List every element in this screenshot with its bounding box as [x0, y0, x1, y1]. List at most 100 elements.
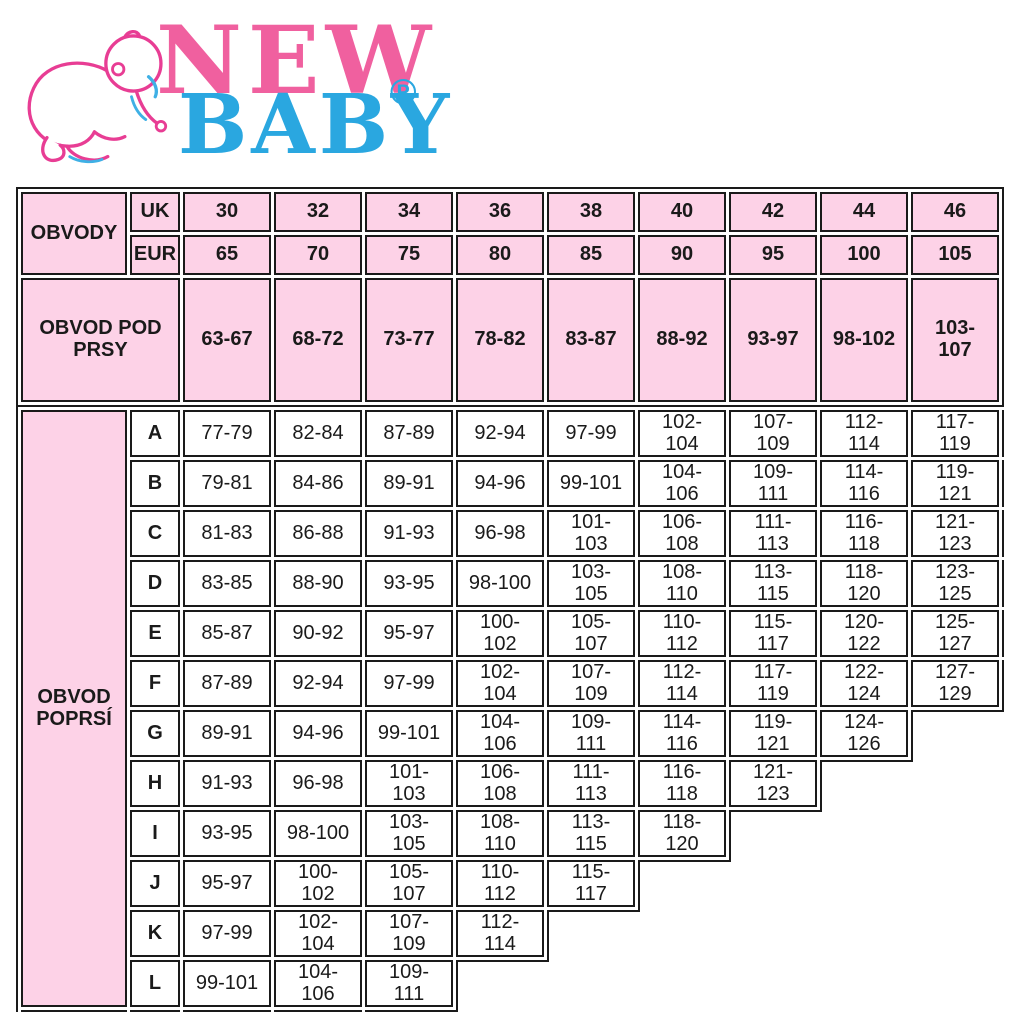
bust-range-cell: 87-89: [365, 410, 453, 457]
registered-trademark-icon: ®: [390, 71, 417, 112]
eur-label-cell: EUR: [130, 235, 180, 275]
bust-range-cell: 110-112: [638, 610, 726, 657]
baby-icon: [27, 30, 168, 164]
bust-range-cell: 114-116: [820, 460, 908, 507]
uk-size-cell: 40: [638, 192, 726, 232]
eur-size-cell: 95: [729, 235, 817, 275]
bust-range-cell: 94-96: [274, 710, 362, 757]
bust-range-cell: 118-120: [820, 560, 908, 607]
bust-range-cell: 84-86: [274, 460, 362, 507]
cup-letter-cell: G: [130, 710, 180, 757]
bust-range-cell: 101-103: [365, 760, 453, 807]
bust-range-cell: 114-116: [638, 710, 726, 757]
bust-range-cell: 98-100: [456, 560, 544, 607]
bust-range-cell: 99-101: [547, 460, 635, 507]
bust-range-cell: 92-94: [456, 410, 544, 457]
bust-range-cell: 99-101: [365, 710, 453, 757]
bust-range-cell: 115-117: [547, 860, 635, 907]
bust-range-cell: 113-115: [547, 810, 635, 857]
cup-letter-cell: I: [130, 810, 180, 857]
bust-range-cell: 91-93: [183, 760, 271, 807]
bust-range-cell: 113-115: [729, 560, 817, 607]
bust-range-cell: 104-106: [274, 960, 362, 1007]
underbust-range-cell: 98-102: [820, 278, 908, 402]
eur-size-cell: 90: [638, 235, 726, 275]
corner-obvody-cell: OBVODY: [21, 192, 127, 275]
brand-name-new: NEW: [156, 6, 438, 116]
cup-letter-cell: C: [130, 510, 180, 557]
eur-size-cell: 70: [274, 235, 362, 275]
bust-range-cell: 112-114: [638, 660, 726, 707]
bust-range-cell: 89-91: [183, 710, 271, 757]
bust-range-cell: 81-83: [183, 510, 271, 557]
bust-range-cell: 109-111: [547, 710, 635, 757]
bust-range-cell: 91-93: [365, 510, 453, 557]
bust-range-cell: 94-96: [456, 460, 544, 507]
bust-range-cell: 107-109: [729, 410, 817, 457]
brand-logo: NEW BABY ®: [0, 0, 1024, 187]
cup-letter-cell: J: [130, 860, 180, 907]
eur-size-cell: 65: [183, 235, 271, 275]
bust-range-cell: 96-98: [456, 510, 544, 557]
bust-range-cell: 101-103: [547, 510, 635, 557]
uk-size-cell: 34: [365, 192, 453, 232]
bust-range-cell: 102-104: [456, 660, 544, 707]
bust-range-cell: 120-122: [820, 610, 908, 657]
cup-letter-cell: D: [130, 560, 180, 607]
bust-range-cell: 125-127: [911, 610, 999, 657]
bust-range-cell: 92-94: [274, 660, 362, 707]
bust-range-cell: 121-123: [911, 510, 999, 557]
bust-range-cell: 106-108: [456, 760, 544, 807]
bust-range-cell: 104-106: [638, 460, 726, 507]
bust-range-cell: 106-108: [638, 510, 726, 557]
bust-range-cell: 117-119: [911, 410, 999, 457]
bust-range-cell: 115-117: [729, 610, 817, 657]
cup-letter-cell: H: [130, 760, 180, 807]
bust-range-cell: 110-112: [456, 860, 544, 907]
bust-range-cell: 111-113: [729, 510, 817, 557]
bust-range-cell: 112-114: [820, 410, 908, 457]
uk-size-cell: 44: [820, 192, 908, 232]
bust-range-cell: 77-79: [183, 410, 271, 457]
bust-range-cell: 123-125: [911, 560, 999, 607]
bust-range-cell: 98-100: [274, 810, 362, 857]
underbust-range-cell: 83-87: [547, 278, 635, 402]
size-table-header: OBVODY UK EUR 30 32 34 36 38 40 42 44 46 65 70 75 80 85 9…: [16, 187, 1004, 407]
bust-range-cell: 105-107: [365, 860, 453, 907]
cup-letter-cell: K: [130, 910, 180, 957]
bust-range-cell: 100-102: [274, 860, 362, 907]
bust-range-cell: 109-111: [729, 460, 817, 507]
size-table: OBVODY UK EUR 30 32 34 36 38 40 42 44 46 65 70 75 80 85 9…: [16, 187, 1004, 1012]
bust-range-cell: 124-126: [820, 710, 908, 757]
bust-range-cell: 122-124: [820, 660, 908, 707]
bust-range-cell: 97-99: [365, 660, 453, 707]
bust-range-cell: 95-97: [365, 610, 453, 657]
bust-range-cell: 121-123: [729, 760, 817, 807]
bust-range-cell: 97-99: [183, 910, 271, 957]
bust-range-cell: 89-91: [365, 460, 453, 507]
bust-range-cell: 118-120: [638, 810, 726, 857]
underbust-range-cell: 68-72: [274, 278, 362, 402]
bust-range-cell: 79-81: [183, 460, 271, 507]
bust-range-cell: 108-110: [638, 560, 726, 607]
eur-size-cell: 100: [820, 235, 908, 275]
bust-range-cell: 95-97: [183, 860, 271, 907]
bust-range-cell: 103-105: [365, 810, 453, 857]
uk-size-cell: 42: [729, 192, 817, 232]
bust-range-cell: 111-113: [547, 760, 635, 807]
bust-range-cell: 102-104: [638, 410, 726, 457]
underbust-range-cell: 73-77: [365, 278, 453, 402]
bust-range-cell: 117-119: [729, 660, 817, 707]
cup-letter-cell: B: [130, 460, 180, 507]
cup-letter-cell: L: [130, 960, 180, 1007]
cup-letter-cell: E: [130, 610, 180, 657]
bust-range-cell: 90-92: [274, 610, 362, 657]
bust-range-cell: 104-106: [456, 710, 544, 757]
bust-range-cell: 100-102: [456, 610, 544, 657]
underbust-range-cell: 63-67: [183, 278, 271, 402]
bust-range-cell: 82-84: [274, 410, 362, 457]
eur-size-cell: 80: [456, 235, 544, 275]
uk-label-cell: UK: [130, 192, 180, 232]
bust-range-cell: 85-87: [183, 610, 271, 657]
